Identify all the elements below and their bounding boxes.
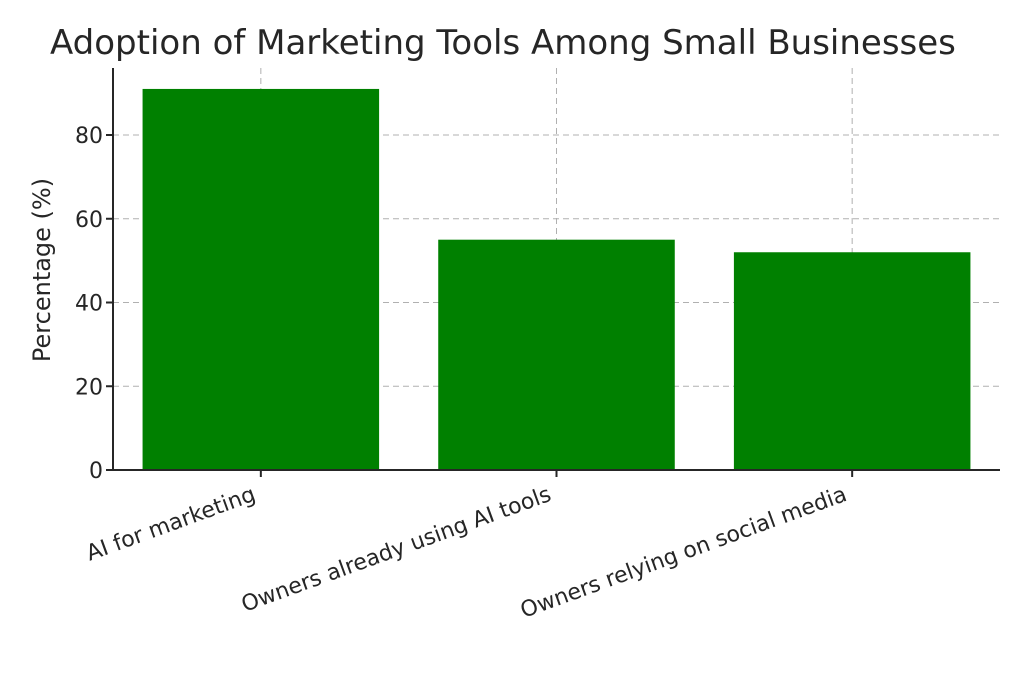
y-tick-label-3: 60	[75, 208, 103, 233]
y-ticks: 0 20 40 60 80	[75, 124, 113, 484]
bar-0	[142, 88, 380, 470]
y-tick-label-1: 20	[75, 375, 103, 400]
y-tick-label-4: 80	[75, 124, 103, 149]
bars	[142, 88, 971, 470]
y-tick-label-0: 0	[89, 459, 103, 484]
x-tick-label-2: Owners relying on social media	[517, 482, 850, 624]
bar-1	[438, 239, 675, 470]
chart-title: Adoption of Marketing Tools Among Small …	[50, 23, 956, 63]
x-tick-label-1: Owners already using AI tools	[238, 482, 554, 618]
bar-2	[733, 252, 971, 470]
y-tick-label-2: 40	[75, 292, 103, 317]
y-axis-label: Percentage (%)	[28, 178, 56, 362]
x-tick-label-0: AI for marketing	[83, 482, 259, 566]
